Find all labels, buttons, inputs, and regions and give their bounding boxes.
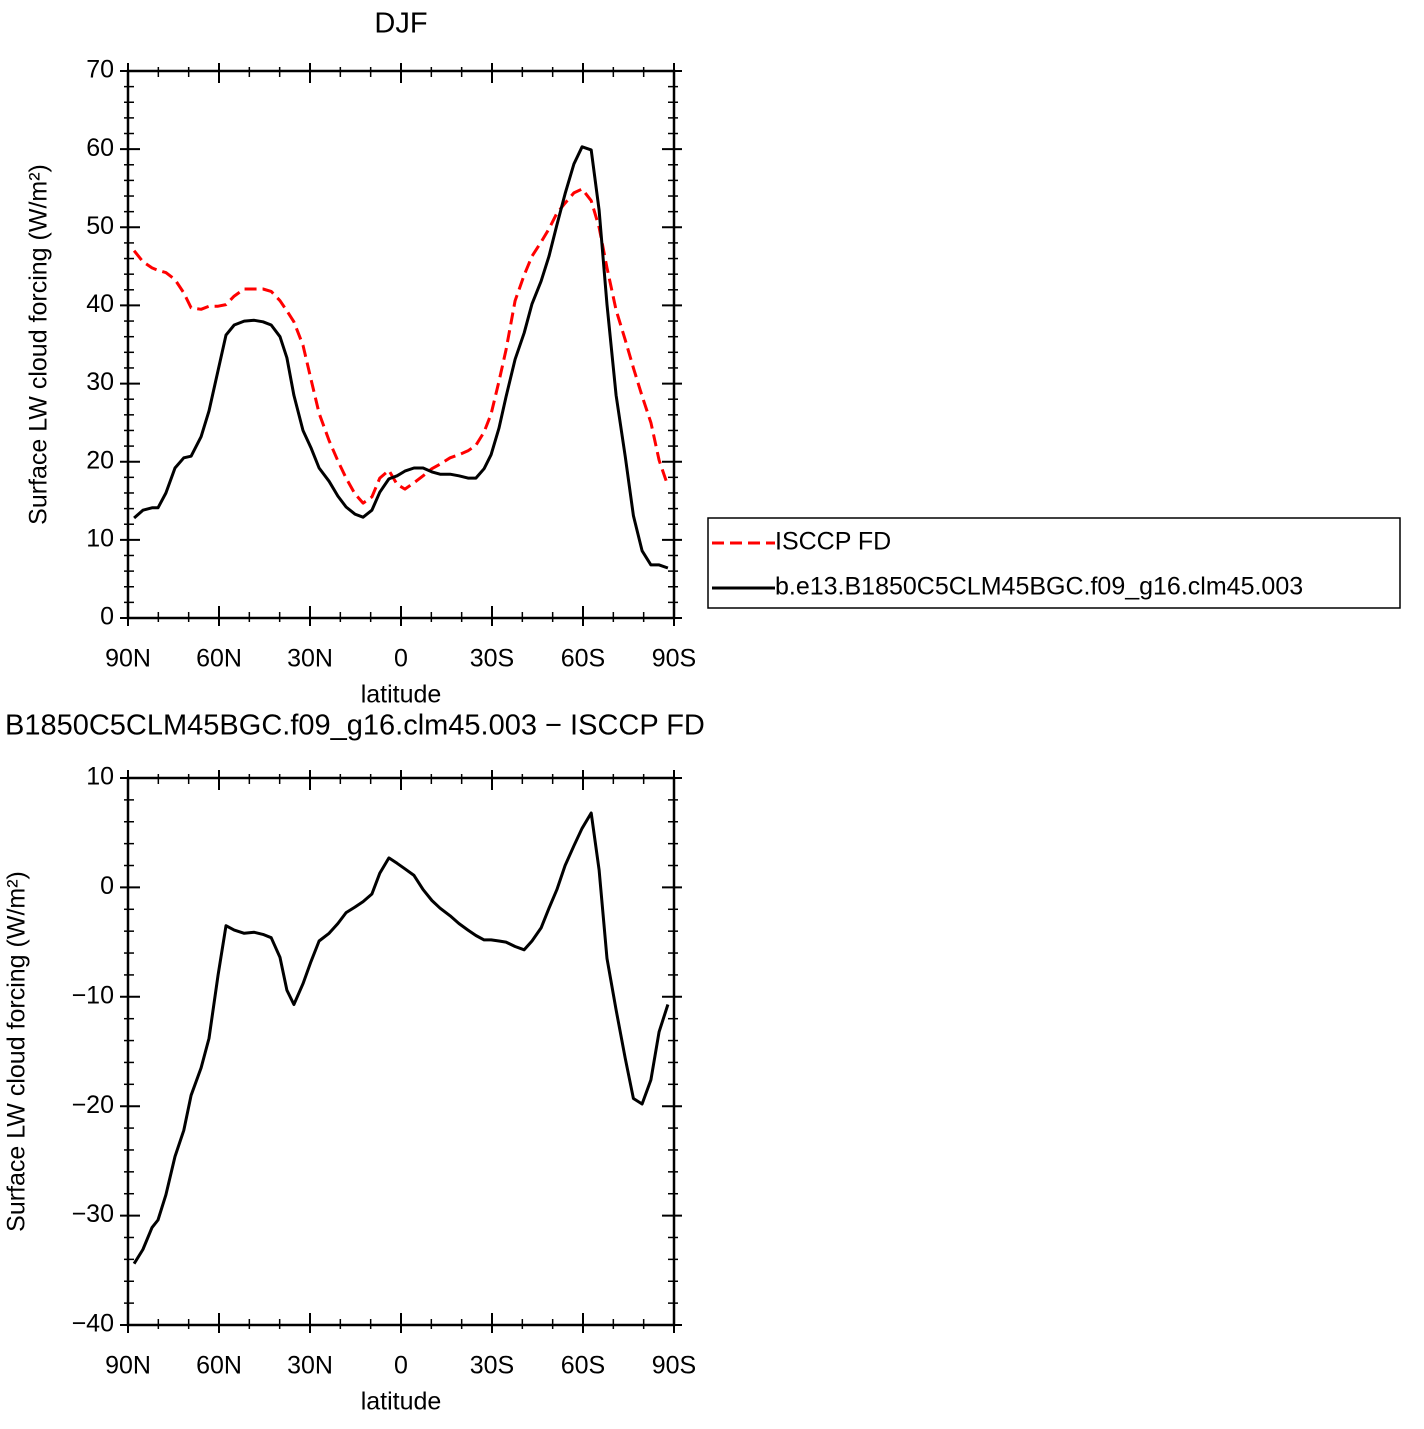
data-line <box>132 187 670 505</box>
x-tick-label: 30S <box>470 645 514 673</box>
x-tick-label: 90N <box>105 645 151 673</box>
data-line <box>132 811 670 1265</box>
x-tick-label: 60S <box>561 645 605 673</box>
x-tick-label: 30N <box>287 645 333 673</box>
y-tick-label: −40 <box>72 1310 114 1338</box>
x-tick-label: 90N <box>105 1352 151 1380</box>
y-tick-label: 60 <box>86 134 114 162</box>
chart-title: B1850C5CLM45BGC.f09_g16.clm45.003 − ISCC… <box>5 710 705 742</box>
x-tick-label: 60N <box>196 645 242 673</box>
panel: B1850C5CLM45BGC.f09_g16.clm45.003 − ISCC… <box>3 710 705 1416</box>
y-tick-label: 40 <box>86 290 114 318</box>
x-tick-label: 30N <box>287 1352 333 1380</box>
y-axis-label: Surface LW cloud forcing (W/m²) <box>25 164 53 525</box>
y-tick-label: 10 <box>86 763 114 791</box>
y-tick-label: 10 <box>86 524 114 552</box>
y-axis-label: Surface LW cloud forcing (W/m²) <box>3 871 31 1232</box>
y-tick-label: 50 <box>86 212 114 240</box>
x-tick-label: 60N <box>196 1352 242 1380</box>
y-tick-label: −20 <box>72 1091 114 1119</box>
x-tick-label: 30S <box>470 1352 514 1380</box>
y-tick-label: −10 <box>72 981 114 1009</box>
y-tick-label: 20 <box>86 446 114 474</box>
y-tick-label: −30 <box>72 1200 114 1228</box>
data-line <box>133 145 669 570</box>
x-tick-label: 0 <box>394 1352 408 1380</box>
x-axis-label: latitude <box>361 681 442 709</box>
x-tick-label: 90S <box>652 1352 696 1380</box>
legend-box <box>707 517 1401 609</box>
y-tick-label: 30 <box>86 368 114 396</box>
legend-label: b.e13.B1850C5CLM45BGC.f09_g16.clm45.003 <box>775 573 1303 601</box>
x-tick-label: 60S <box>561 1352 605 1380</box>
x-tick-label: 90S <box>652 645 696 673</box>
x-axis-label: latitude <box>361 1388 442 1416</box>
y-tick-label: 70 <box>86 56 114 84</box>
plot-frame <box>126 776 676 1327</box>
x-tick-label: 0 <box>394 645 408 673</box>
panel: DJF 0 10 20 30 40 50 60 70 90N 60N 30N 0 30S 60S 90S lat… <box>25 8 1401 709</box>
chart-title: DJF <box>374 8 427 40</box>
legend-label: ISCCP FD <box>775 528 891 556</box>
y-tick-label: 0 <box>100 603 114 631</box>
y-tick-label: 0 <box>100 872 114 900</box>
